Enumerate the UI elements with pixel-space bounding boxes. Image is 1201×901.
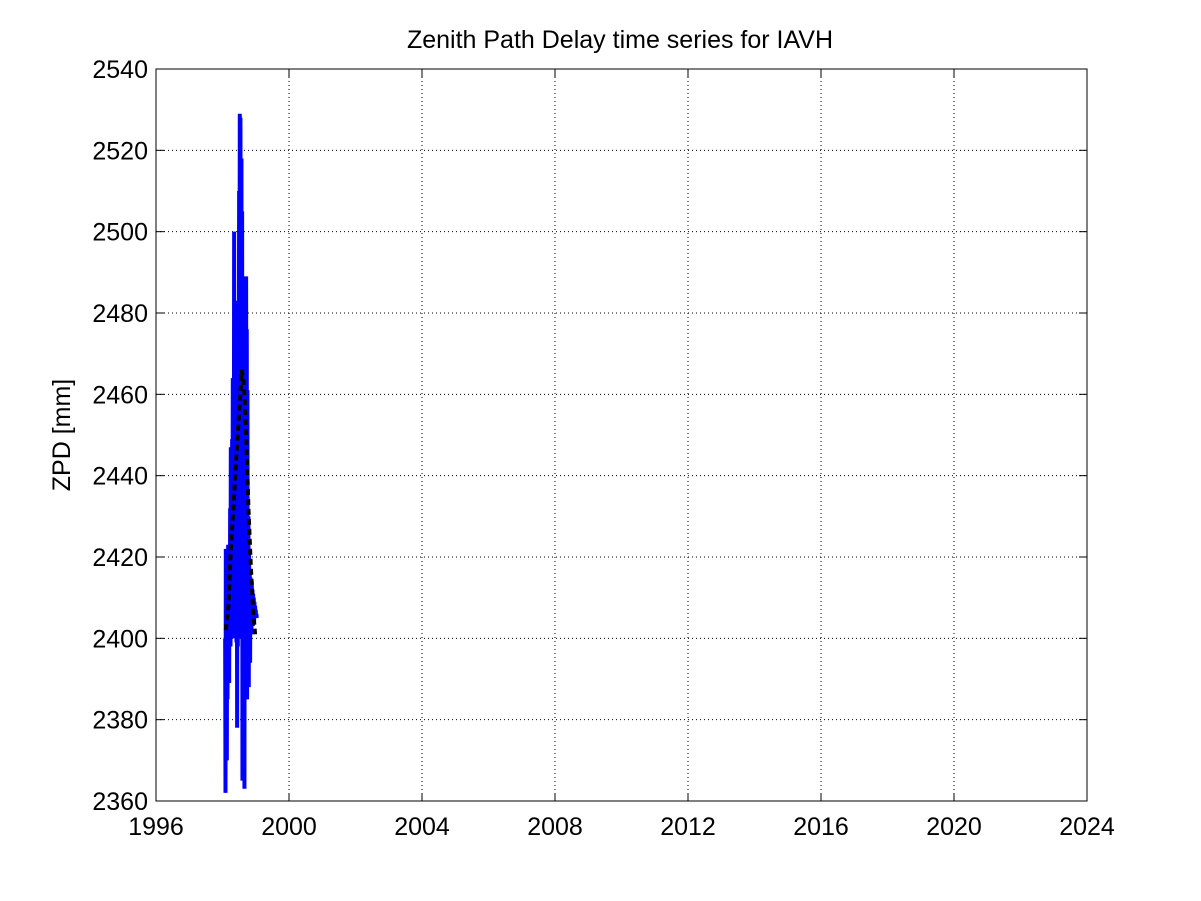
y-tick-label: 2380 <box>92 707 148 735</box>
y-tick-label: 2500 <box>92 219 148 247</box>
smoothed-series-line <box>223 369 258 635</box>
x-tick-label: 2016 <box>793 813 849 841</box>
series-layer <box>223 113 259 793</box>
y-tick-label: 2440 <box>92 463 148 491</box>
y-tick-label: 2520 <box>92 137 148 165</box>
zpd-series-line <box>223 113 259 793</box>
plot-area-border <box>155 68 1088 802</box>
x-tick-label: 2008 <box>527 813 583 841</box>
y-tick-label: 2420 <box>92 544 148 572</box>
x-tick-label: 1996 <box>128 813 184 841</box>
y-tick-label: 2540 <box>92 56 148 84</box>
x-tick-label: 2020 <box>926 813 982 841</box>
y-tick-label: 2460 <box>92 381 148 409</box>
chart-title: Zenith Path Delay time series for IAVH <box>407 26 833 54</box>
y-tick-label: 2360 <box>92 788 148 816</box>
x-tick-label: 2024 <box>1059 813 1115 841</box>
tick-layer: 1996 2000 2004 2008 2012 2016 2020 2024 2360 2380… <box>92 56 1115 841</box>
y-axis-label: ZPD [mm] <box>48 379 76 492</box>
y-tick-label: 2400 <box>92 625 148 653</box>
y-tick-label: 2480 <box>92 300 148 328</box>
x-tick-label: 2012 <box>660 813 716 841</box>
x-tick-label: 2004 <box>394 813 450 841</box>
grid-lines <box>156 69 1087 801</box>
x-tick-label: 2000 <box>261 813 317 841</box>
